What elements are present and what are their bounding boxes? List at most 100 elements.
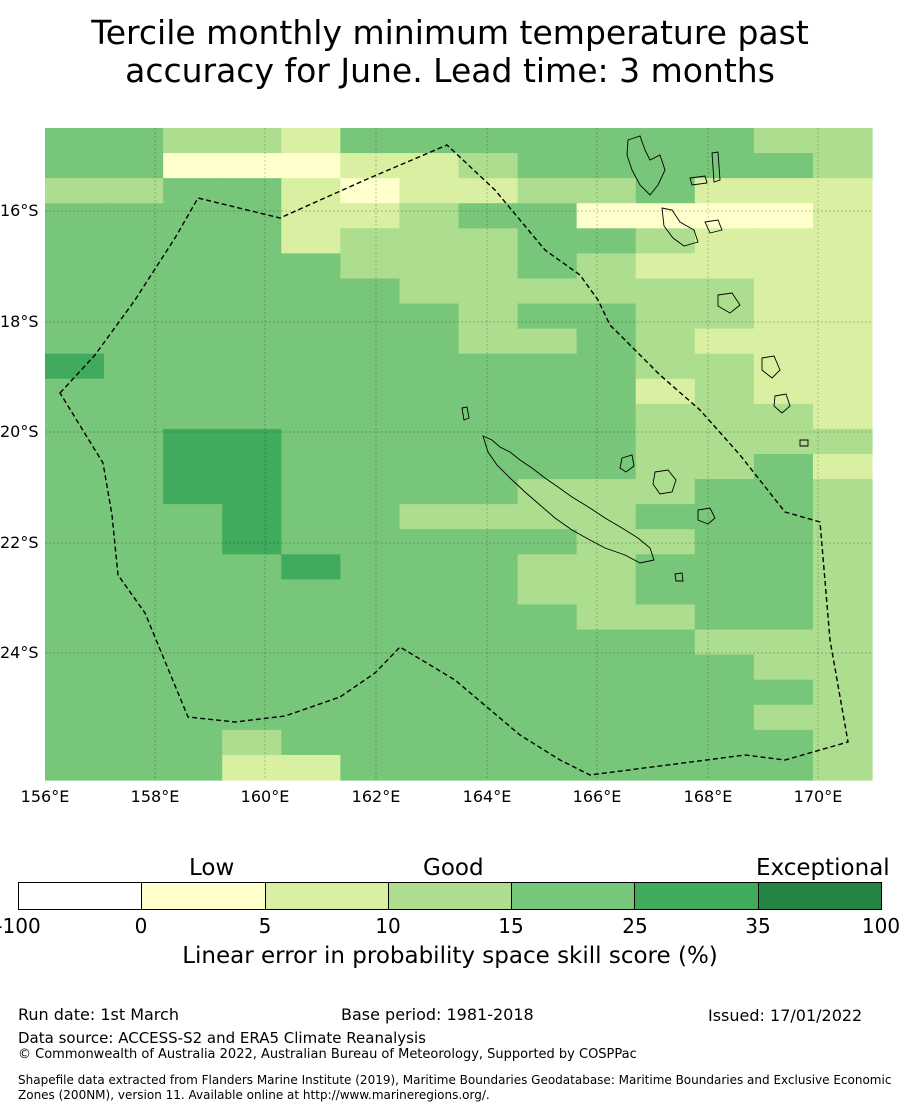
grid-cell (753, 479, 814, 505)
grid-cell (163, 504, 223, 530)
grid-cell (163, 604, 223, 631)
grid-cell (104, 253, 164, 280)
grid-cell (458, 579, 519, 606)
lon-tick-164: 164°E (462, 787, 512, 806)
grid-cell (104, 604, 164, 631)
loyalty-island-ouvea (619, 454, 635, 473)
grid-cell (281, 153, 341, 179)
grid-cell (694, 479, 755, 505)
grid-cell (576, 729, 637, 756)
grid-cell (694, 303, 755, 330)
grid-cell (517, 504, 578, 530)
grid-cell (104, 203, 164, 229)
grid-cell (45, 253, 105, 280)
grid-cell (340, 403, 401, 430)
grid-cell (222, 253, 282, 280)
grid-cell (281, 454, 341, 480)
grid-cell (104, 679, 164, 706)
grid-cell (104, 654, 164, 681)
grid-cell (517, 754, 578, 781)
grid-cell (163, 754, 223, 781)
grid-cell (399, 554, 460, 580)
loyalty-island-mare (697, 507, 716, 525)
grid-cell (753, 679, 814, 706)
grid-cell (163, 178, 223, 204)
grid-cell (694, 278, 755, 305)
grid-cell (45, 529, 105, 555)
grid-cell (399, 178, 460, 204)
grid-cell (458, 554, 519, 580)
grid-cell (576, 679, 637, 706)
lat-tick-20: 20°S (0, 422, 39, 441)
lon-tick-156: 156°E (20, 787, 70, 806)
grid-cell (340, 754, 401, 781)
grid-cell (576, 228, 637, 254)
grid-cell (340, 253, 401, 280)
grid-cell (753, 128, 814, 154)
grid-cell (222, 504, 282, 530)
grid-cell (163, 253, 223, 280)
grid-cell (753, 428, 814, 455)
grid-cell (163, 328, 223, 355)
grid-cell (340, 303, 401, 330)
grid-cell (45, 629, 105, 656)
grid-cell (45, 378, 105, 405)
grid-cell (340, 378, 401, 405)
grid-cell (45, 128, 105, 154)
colorbar-segment-7 (758, 883, 881, 909)
grid-cell (458, 679, 519, 706)
grid-cell (163, 228, 223, 254)
grid-cell (281, 679, 341, 706)
grid-cell (812, 353, 873, 380)
grid-cell (576, 629, 637, 656)
grid-cell (340, 203, 401, 229)
grid-cell (104, 278, 164, 305)
grid-cell (340, 428, 401, 455)
category-good: Good (423, 855, 484, 881)
grid-cell (340, 128, 401, 154)
grid-cell (45, 704, 105, 731)
grid-cell (163, 679, 223, 706)
grid-cell (399, 203, 460, 229)
grid-cell (281, 629, 341, 656)
grid-cell (340, 554, 401, 580)
grid-cell (458, 454, 519, 480)
grid-cell (104, 128, 164, 154)
colorbar-segment-1 (19, 883, 143, 909)
grid-cell (812, 554, 873, 580)
grid-cell (576, 754, 637, 781)
grid-cell (635, 403, 696, 430)
grid-cell (281, 604, 341, 631)
grid-cell (458, 228, 519, 254)
grid-cell (399, 303, 460, 330)
grid-cell (635, 579, 696, 606)
grid-cell (753, 228, 814, 254)
grid-cell (635, 454, 696, 480)
lon-tick-168: 168°E (683, 787, 733, 806)
title-line-1: Tercile monthly minimum temperature past (91, 13, 809, 52)
grid-cell (753, 178, 814, 204)
grid-cell (517, 378, 578, 405)
grid-cell (163, 428, 223, 455)
grid-cell (45, 428, 105, 455)
grid-cell (45, 679, 105, 706)
colorbar-tick-7: 35 (745, 914, 771, 938)
grid-cell (281, 128, 341, 154)
grid-cell (281, 353, 341, 380)
grid-cell (340, 629, 401, 656)
grid-cell (694, 529, 755, 555)
vanuatu-malekula (661, 207, 699, 247)
grid-cell (45, 328, 105, 355)
grid-cell (222, 479, 282, 505)
grid-cell (458, 529, 519, 555)
grid-cell (163, 203, 223, 229)
small-islet-1 (799, 439, 809, 447)
grid-cell (753, 529, 814, 555)
grid-cell (399, 328, 460, 355)
grid-cell (222, 754, 282, 781)
grid-cell (812, 428, 873, 455)
colorbar-tick-3: 5 (258, 914, 272, 938)
grid-cell (576, 253, 637, 280)
grid-cell (45, 729, 105, 756)
category-low: Low (189, 855, 235, 881)
